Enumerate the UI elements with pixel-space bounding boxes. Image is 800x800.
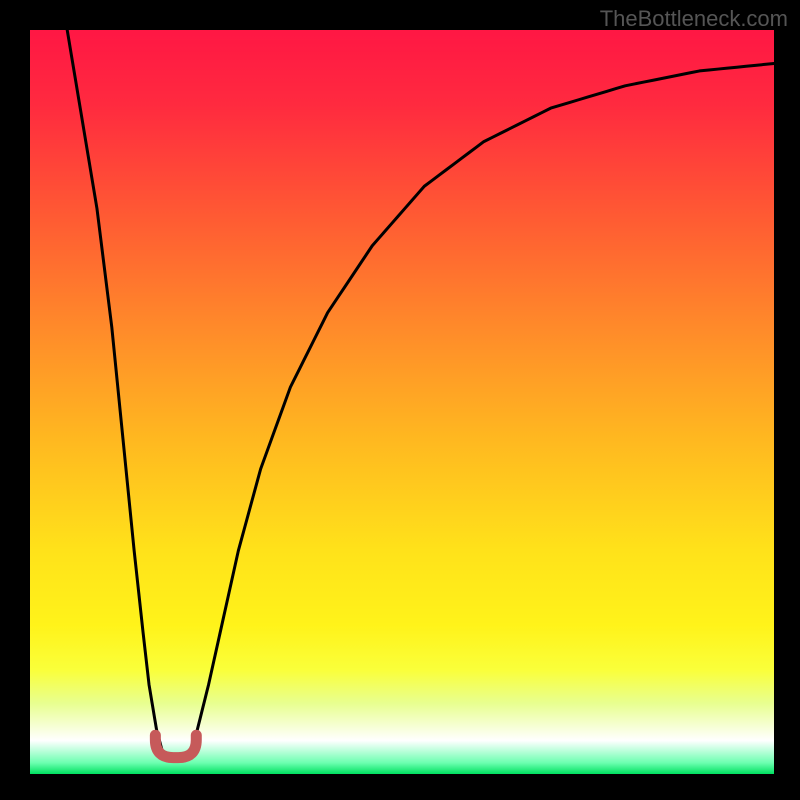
plot-area: [30, 30, 774, 774]
watermark-label: TheBottleneck.com: [600, 6, 788, 32]
chart-root: TheBottleneck.com: [0, 0, 800, 800]
plot-frame: [30, 30, 774, 774]
gradient-background: [30, 30, 774, 774]
chart-svg: [30, 30, 774, 774]
